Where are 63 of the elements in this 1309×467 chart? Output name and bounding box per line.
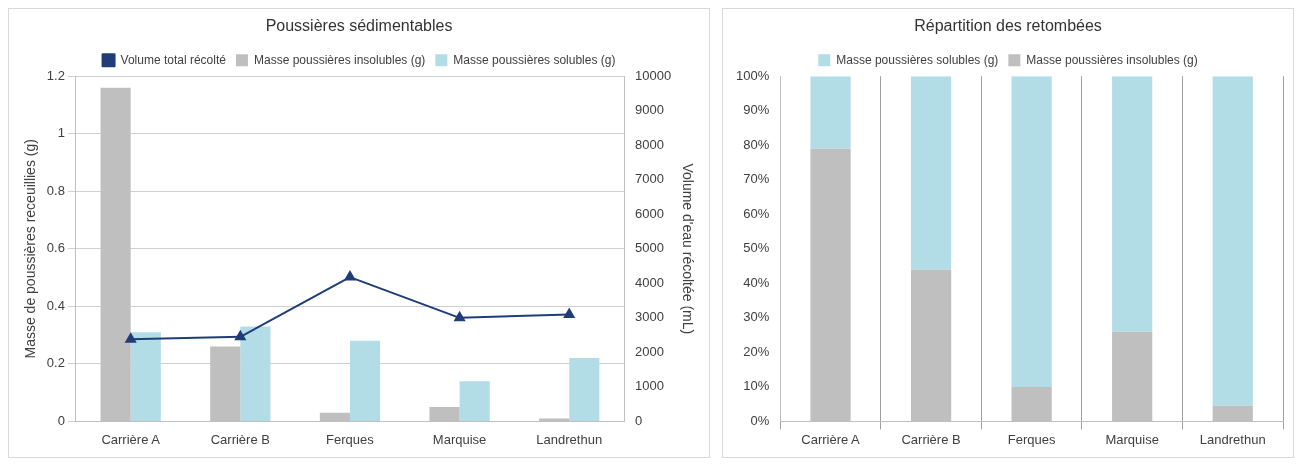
x-tick-label: Marquise [1105,431,1159,447]
y2-tick-label: 3000 [635,309,664,325]
y-tick-label: 1 [57,125,65,141]
y2-tick-label: 6000 [635,205,664,221]
y2-tick-label: 8000 [635,136,664,152]
y-tick-label: 1.2 [46,67,65,83]
y-tick-label: 90% [743,102,770,118]
y-tick-label: 0 [57,412,65,428]
y-tick-label: 100% [736,67,770,83]
y2-tick-label: 1000 [635,378,664,394]
y2-tick-label: 4000 [635,274,664,290]
bar [1112,76,1153,332]
bar [459,381,490,421]
bar [910,76,952,270]
y-tick-label: 70% [743,171,770,187]
x-tick-label: Ferques [1007,431,1056,447]
legend-label: Masse poussières insolubles (g) [253,52,426,67]
y-tick-label: 0% [750,412,770,428]
bar [1212,76,1253,406]
y2-tick-label: 10000 [635,67,672,83]
y2-tick-label: 5000 [635,240,664,256]
legend-label: Volume total récolté [120,52,227,67]
y-tick-label: 0.8 [46,182,65,198]
y-tick-label: 0.6 [46,240,65,256]
y-tick-label: 0.2 [46,355,65,371]
legend-label: Masse poussières solubles (g) [836,52,999,67]
legend-label: Masse poussières solubles (g) [453,52,616,67]
legend-label: Masse poussières insolubles (g) [1026,52,1198,67]
bar [569,358,600,421]
y-tick-label: 20% [743,343,770,359]
x-tick-label: Carrière B [901,431,961,447]
point [344,271,356,281]
y-tick-label: 60% [743,205,770,221]
y-tick-label: 50% [743,240,770,256]
y2-tick-label: 2000 [635,343,664,359]
x-tick-label: Landrethun [1199,431,1266,447]
bar [240,326,271,421]
y-tick-label: 0.4 [46,297,65,313]
y-axis-title: Masse de poussières receuillies (g) [22,139,39,359]
y-tick-label: 40% [743,274,770,290]
x-tick-label: Carrière A [801,431,861,447]
bar [1011,76,1052,387]
y2-tick-label: 0 [635,412,643,428]
x-tick-label: Ferques [326,431,375,447]
chart-title: Poussières sédimentables [265,17,453,35]
point [125,333,137,343]
y2-tick-label: 7000 [635,171,664,187]
bar [810,76,851,149]
y2-tick-label: 9000 [635,102,664,118]
x-tick-label: Marquise [432,431,487,447]
bar [349,340,381,421]
point [235,330,246,341]
x-tick-label: Carrière B [210,431,270,447]
bar [130,332,161,421]
point [454,311,465,322]
y-tick-label: 80% [743,136,770,152]
point [563,308,575,318]
x-tick-label: Landrethun [536,431,603,447]
y-tick-label: 30% [743,309,770,325]
y2-axis-title: Volume d'eau récoltée (mL) [679,163,696,335]
chart-title: Répartition des retombées [914,17,1102,35]
y-tick-label: 10% [743,378,770,394]
x-tick-label: Carrière A [101,431,161,447]
